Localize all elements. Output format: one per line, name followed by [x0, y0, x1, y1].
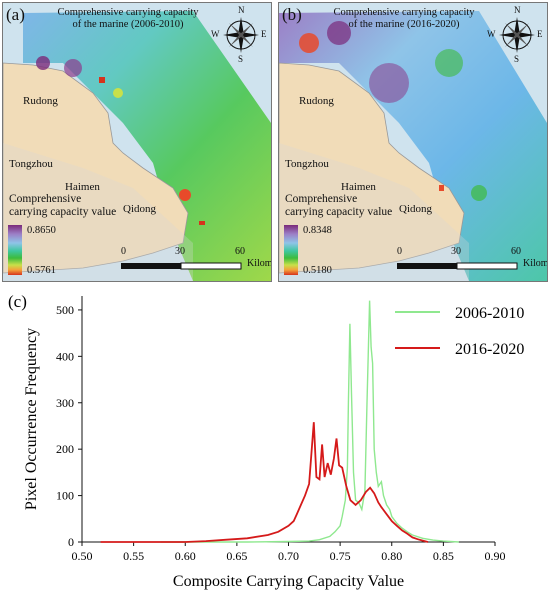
- hotspot-b1: [299, 33, 319, 53]
- legend-label-2006-2010: 2006-2010: [455, 305, 524, 322]
- scale-bar-graphic-b: [397, 262, 518, 270]
- hotspot-b3: [369, 63, 409, 103]
- scale-bar-b: 0 30 60 Kilometers: [397, 246, 548, 276]
- legend-max-a: 0.8650: [27, 225, 56, 236]
- legend-title-a-line1: Comprehensive: [9, 193, 82, 205]
- map-b-graphic: [279, 11, 547, 281]
- scale-unit-b: Kilometers: [523, 258, 548, 269]
- place-rudong-b: Rudong: [299, 95, 334, 107]
- hotspot-b2: [327, 21, 351, 45]
- place-qidong-b: Qidong: [399, 203, 432, 215]
- x-tick-label: 0.50: [72, 549, 93, 563]
- sea-area-b: [279, 11, 547, 281]
- hotspot-a4: [113, 88, 123, 98]
- map-panel-b: (b) Comprehensive carrying capacity of t…: [278, 2, 548, 282]
- legend-title-b: Comprehensive carrying capacity value: [285, 193, 392, 219]
- sea-area-a: [23, 11, 271, 281]
- legend-title-a: Comprehensive carrying capacity value: [9, 193, 116, 219]
- panel-a-title-line1: Comprehensive carrying capacity: [57, 7, 199, 18]
- scale-tick-b-60: 60: [511, 246, 521, 257]
- scale-bar-a: 0 30 60 Kilometers: [121, 246, 272, 276]
- map-a-graphic: [3, 11, 271, 281]
- x-tick-label: 0.85: [433, 549, 454, 563]
- place-haimen-b: Haimen: [341, 181, 376, 193]
- scale-bar-graphic-a: [121, 262, 242, 270]
- hotspot-a1: [36, 56, 50, 70]
- histogram-chart: 0.50 0.55 0.60 0.65 0.70 0.75 0.80 0.85 0.90 0 100…: [23, 296, 524, 590]
- scale-tick-a-60: 60: [235, 246, 245, 257]
- hotspot-a6: [199, 221, 205, 225]
- series-line-2016-2020: [100, 422, 429, 543]
- place-rudong-a: Rudong: [23, 95, 58, 107]
- y-axis-label: Pixel Occurrence Frequency: [23, 328, 40, 510]
- legend-colorbar-a: [8, 225, 22, 275]
- x-tick-label: 0.80: [381, 549, 402, 563]
- scale-tick-a-0: 0: [121, 246, 126, 257]
- y-tick-label: 300: [56, 396, 74, 410]
- river-b: [279, 143, 469, 281]
- place-tongzhou-a: Tongzhou: [9, 158, 53, 170]
- legend-colorbar-b: [284, 225, 298, 275]
- scale-tick-b-30: 30: [451, 246, 461, 257]
- panel-a-title: Comprehensive carrying capacity of the m…: [33, 7, 223, 31]
- compass-rose-icon: [499, 17, 535, 53]
- compass-b: N S E W: [487, 5, 543, 65]
- panel-b-title-line2: of the marine (2016-2020): [348, 19, 460, 30]
- legend-max-b: 0.8348: [303, 225, 332, 236]
- x-tick-label: 0.70: [278, 549, 299, 563]
- hotspot-b5: [471, 185, 487, 201]
- panel-b-title: Comprehensive carrying capacity of the m…: [309, 7, 499, 31]
- legend-min-b: 0.5180: [303, 265, 332, 276]
- compass-a-s: S: [238, 54, 244, 64]
- scale-tick-b-0: 0: [397, 246, 402, 257]
- compass-b-s: S: [514, 54, 520, 64]
- hotspot-b4: [435, 49, 463, 77]
- hotspot-a5: [179, 189, 191, 201]
- panel-b-letter: (b): [282, 5, 302, 24]
- panel-a-letter: (a): [6, 5, 25, 24]
- y-tick-label: 0: [68, 535, 74, 549]
- hotspot-a3: [99, 77, 105, 83]
- land-area-a: [3, 62, 189, 274]
- compass-a-e: E: [261, 29, 267, 39]
- x-tick-label: 0.60: [175, 549, 196, 563]
- compass-rose-icon: [223, 17, 259, 53]
- compass-b-w: W: [487, 29, 496, 39]
- panel-c-letter: (c): [8, 292, 27, 311]
- y-tick-label: 200: [56, 442, 74, 456]
- land-area-b: [279, 62, 465, 274]
- x-tick-label: 0.90: [485, 549, 506, 563]
- scale-tick-a-30: 30: [175, 246, 185, 257]
- legend-label-2016-2020: 2016-2020: [455, 341, 524, 358]
- compass-b-n: N: [514, 5, 521, 15]
- x-axis-label: Composite Carrying Capacity Value: [173, 573, 404, 590]
- legend-title-b-line2: carrying capacity value: [285, 206, 393, 218]
- compass-a-w: W: [211, 29, 220, 39]
- y-tick-label: 400: [56, 349, 74, 363]
- x-tick-label: 0.55: [123, 549, 144, 563]
- compass-b-e: E: [537, 29, 543, 39]
- legend-title-a-line2: carrying capacity value: [9, 206, 117, 218]
- compass-a: N S E W: [211, 5, 267, 65]
- series-line-2006-2010: [160, 300, 459, 543]
- river-a: [3, 143, 193, 281]
- panel-b-title-line1: Comprehensive carrying capacity: [333, 7, 475, 18]
- place-haimen-a: Haimen: [65, 181, 100, 193]
- x-tick-label: 0.65: [226, 549, 247, 563]
- hotspot-b6: [439, 185, 444, 191]
- place-qidong-a: Qidong: [123, 203, 156, 215]
- legend-min-a: 0.5761: [27, 265, 56, 276]
- compass-a-n: N: [238, 5, 245, 15]
- y-tick-label: 500: [56, 303, 74, 317]
- place-tongzhou-b: Tongzhou: [285, 158, 329, 170]
- hotspot-a2: [64, 59, 82, 77]
- legend-title-b-line1: Comprehensive: [285, 193, 358, 205]
- y-tick-label: 100: [56, 489, 74, 503]
- map-panel-a: (a) Comprehensive carrying capacity of t…: [2, 2, 272, 282]
- x-tick-label: 0.75: [330, 549, 351, 563]
- panel-a-title-line2: of the marine (2006-2010): [72, 19, 184, 30]
- scale-unit-a: Kilometers: [247, 258, 272, 269]
